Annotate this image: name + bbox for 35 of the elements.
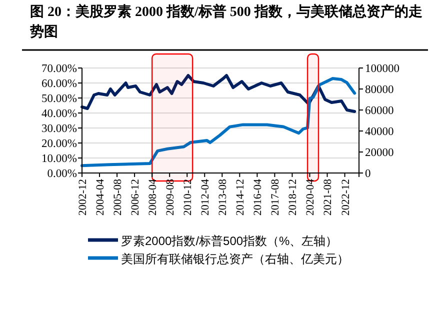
x-tick-label: 2013-08 bbox=[217, 178, 230, 216]
y2-tick-label: 100000 bbox=[365, 63, 400, 75]
x-tick-label: 2009-08 bbox=[164, 178, 177, 216]
x-tick-label: 2002-12 bbox=[77, 179, 89, 216]
x-tick-label: 2020-04 bbox=[304, 178, 317, 216]
y-tick-label: 10.00% bbox=[42, 153, 78, 165]
x-tick-label: 2010-12 bbox=[182, 179, 194, 216]
y-tick-label: 50.00% bbox=[42, 93, 78, 105]
x-tick-label: 2022-12 bbox=[340, 179, 352, 216]
y-tick-label: 20.00% bbox=[42, 138, 78, 150]
line-series bbox=[80, 74, 356, 113]
x-tick-label: 2006-12 bbox=[130, 179, 142, 216]
x-tick-label: 2005-08 bbox=[112, 178, 124, 216]
x-tick-label: 2016-04 bbox=[252, 178, 264, 216]
legend-label: 美国所有联储银行总资产（右轴、亿美元） bbox=[121, 252, 349, 266]
y2-tick-label: 20000 bbox=[365, 147, 394, 159]
line-series bbox=[80, 77, 356, 168]
x-tick-label: 2012-04 bbox=[200, 178, 212, 216]
y-tick-label: 30.00% bbox=[42, 123, 78, 135]
x-tick-label: 2017-08 bbox=[270, 178, 282, 216]
chart-title: 图 20：美股罗素 2000 指数/标普 500 指数，与美联储总资产的走势图 bbox=[29, 3, 422, 40]
y-tick-label: 40.00% bbox=[42, 108, 78, 120]
y2-tick-label: 0 bbox=[365, 168, 371, 180]
y2-tick-label: 40000 bbox=[365, 126, 394, 138]
y-tick-label: 0.00% bbox=[47, 168, 78, 180]
x-tick-label: 2018-12 bbox=[287, 179, 300, 216]
legend-label: 罗素2000指数/标普500指数（%、左轴） bbox=[121, 234, 338, 248]
y2-tick-label: 80000 bbox=[365, 84, 394, 96]
x-tick-label: 2014-12 bbox=[234, 179, 247, 216]
x-tick-label: 2008-04 bbox=[147, 178, 160, 216]
y-tick-label: 60.00% bbox=[42, 78, 78, 90]
x-tick-label: 2021-08 bbox=[322, 178, 334, 216]
y2-tick-label: 60000 bbox=[365, 105, 394, 117]
y-tick-label: 70.00% bbox=[42, 63, 78, 75]
x-tick-label: 2004-04 bbox=[94, 178, 107, 216]
